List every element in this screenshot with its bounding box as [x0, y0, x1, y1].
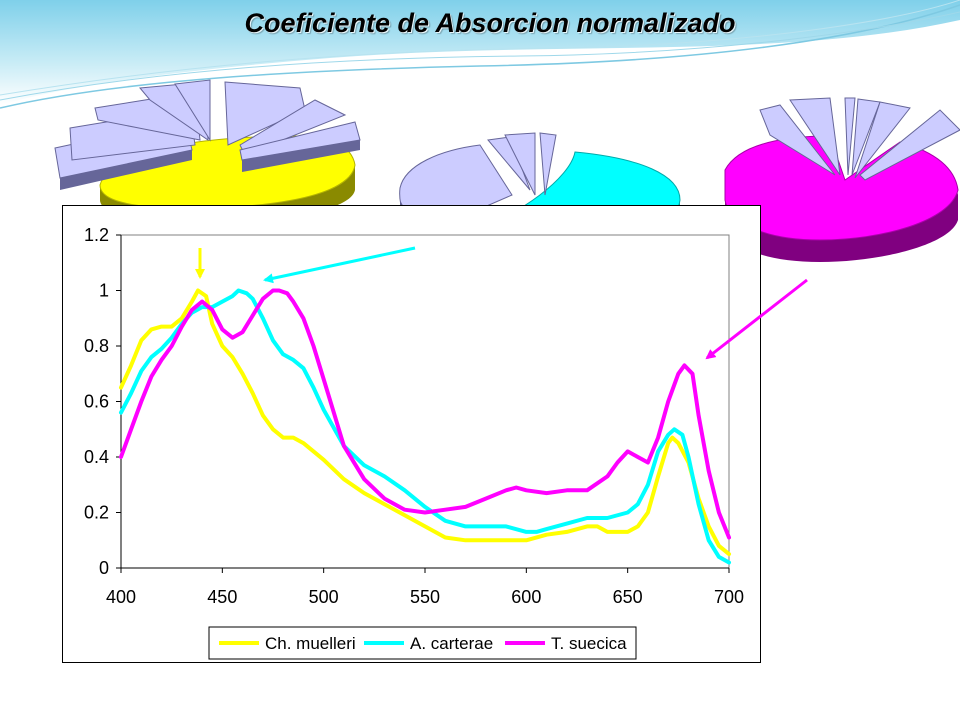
- series-layer: [119, 288, 731, 565]
- series-line-ch-muelleri: [119, 288, 731, 557]
- legend-label: T. suecica: [551, 634, 627, 653]
- y-tick-label: 1.2: [84, 225, 109, 245]
- slide-title: Coeficiente de Absorcion normalizado: [244, 8, 736, 38]
- legend-label: A. carterae: [410, 634, 493, 653]
- y-tick-label: 0.2: [84, 503, 109, 523]
- x-tick-label: 600: [511, 587, 541, 607]
- x-tick-label: 400: [106, 587, 136, 607]
- y-tick-label: 0.4: [84, 447, 109, 467]
- arrow-a-carterae: [263, 246, 416, 284]
- x-tick-label: 650: [613, 587, 643, 607]
- x-tick-label: 450: [207, 587, 237, 607]
- chart-legend: Ch. muelleri A. carterae T. suecica: [208, 626, 637, 660]
- x-tick-label: 700: [714, 587, 744, 607]
- legend-box: [208, 626, 637, 660]
- y-tick-label: 0: [99, 558, 109, 578]
- y-tick-label: 1: [99, 281, 109, 301]
- y-tick-label: 0.8: [84, 336, 109, 356]
- series-line-t-suecica: [119, 288, 731, 540]
- x-tick-label: 550: [410, 587, 440, 607]
- pie-t-suecica: [724, 97, 960, 262]
- arrow-t-suecica: [705, 278, 808, 360]
- pie-ch-muelleri: [54, 79, 361, 223]
- legend-label: Ch. muelleri: [265, 634, 356, 653]
- x-tick-label: 500: [309, 587, 339, 607]
- series-line-a-carterae: [119, 288, 731, 565]
- y-tick-label: 0.6: [84, 392, 109, 412]
